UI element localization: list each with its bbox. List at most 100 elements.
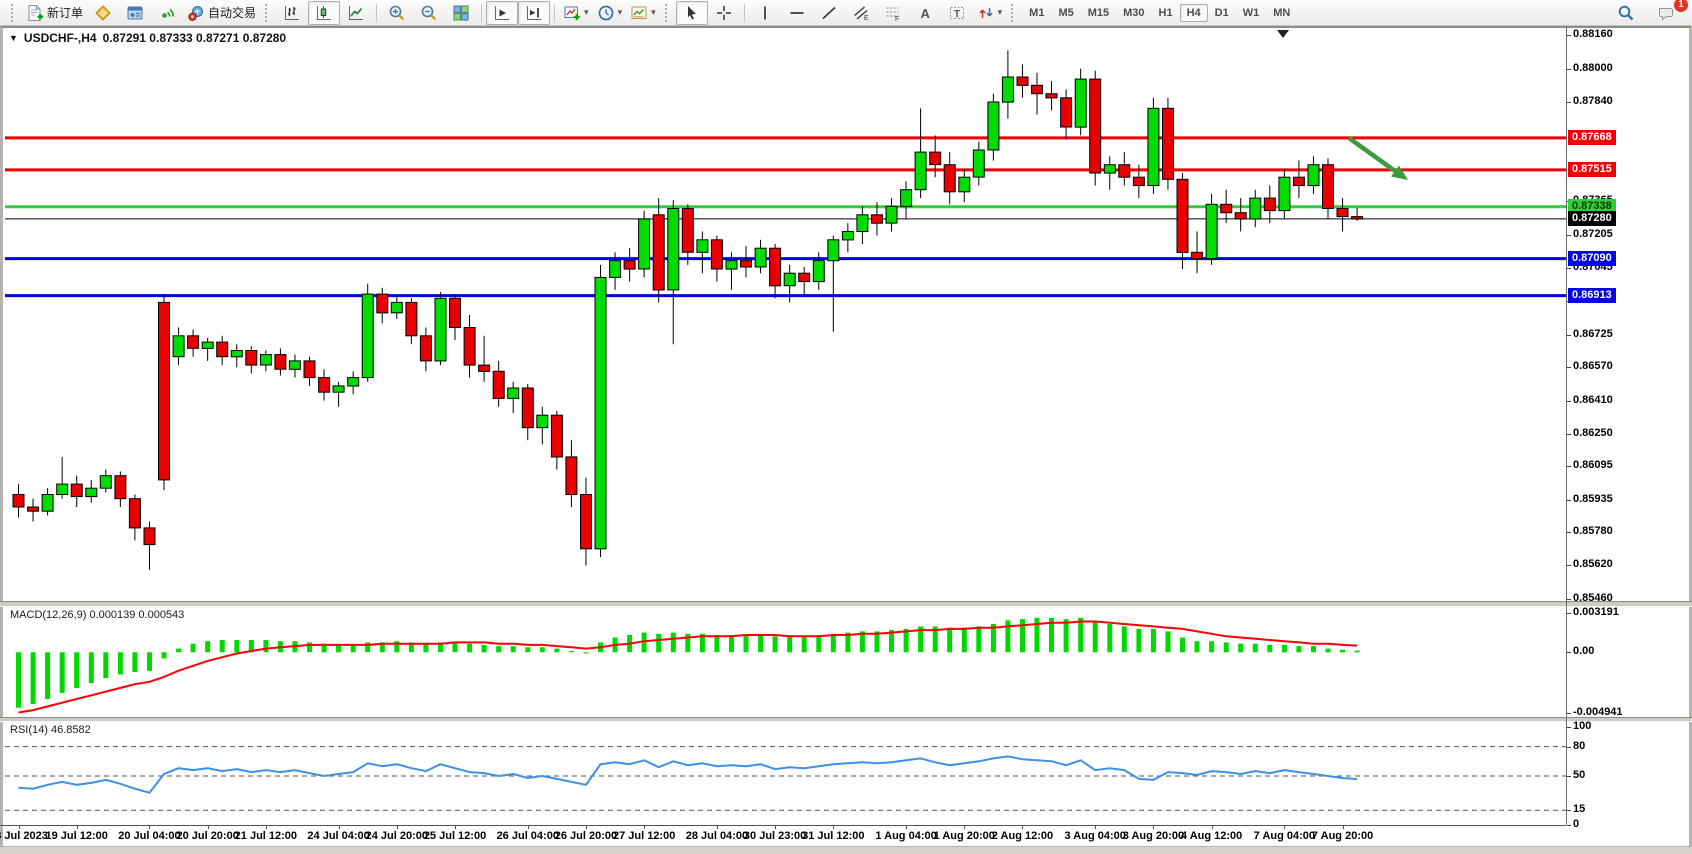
auto-scroll-button[interactable]: [486, 0, 519, 25]
time-axis-label: 2 Aug 12:00: [991, 830, 1054, 842]
equidistant-channel-button[interactable]: E: [845, 1, 877, 25]
axis-tick-mark: [1567, 565, 1571, 567]
axis-tick-mark: [1567, 400, 1571, 402]
text-label-button[interactable]: T: [941, 1, 973, 25]
axis-tick-mark: [1567, 367, 1571, 369]
data-window-button[interactable]: [119, 1, 151, 25]
new-order-button[interactable]: 新订单: [22, 1, 87, 25]
text-label-icon: T: [948, 4, 966, 22]
arrows-button[interactable]: ▾: [973, 1, 1007, 25]
svg-text:E: E: [864, 15, 869, 22]
crosshair-icon: [715, 4, 733, 22]
tile-windows-button[interactable]: [445, 1, 477, 25]
timeframe-button-h1[interactable]: H1: [1158, 6, 1173, 19]
time-axis-label: 3 Aug 04:00: [1064, 830, 1126, 842]
axis-tick-mark: [1567, 234, 1571, 236]
price-tick: 0.86570: [1573, 360, 1613, 373]
time-axis-line: [0, 825, 1566, 826]
time-axis-label: 4 Aug 12:00: [1180, 830, 1243, 842]
axis-tick-mark: [1567, 433, 1571, 435]
line-chart-button[interactable]: [340, 1, 372, 25]
arrows-icon: [977, 4, 995, 22]
zoom-out-button[interactable]: [413, 1, 445, 25]
bar-chart-icon: [283, 4, 301, 22]
time-tick-mark: [1153, 825, 1155, 829]
auto-scroll-icon: [493, 4, 511, 22]
time-axis-label: 1 Aug 04:00: [875, 830, 937, 842]
autotrading-label: 自动交易: [208, 6, 257, 20]
candlestick-chart-icon: [315, 4, 333, 22]
market-watch-button[interactable]: [87, 1, 119, 25]
time-tick-mark: [585, 825, 587, 829]
vertical-line-icon: [756, 4, 774, 22]
axis-tick-mark: [1567, 746, 1571, 748]
search-button[interactable]: [1610, 1, 1642, 25]
bar-chart-button[interactable]: [276, 1, 308, 25]
time-tick-mark: [207, 825, 209, 829]
timeframe-button-m1[interactable]: M1: [1029, 6, 1045, 19]
timeframe-button-m15[interactable]: M15: [1087, 6, 1110, 19]
macd-tick: 0.00: [1573, 645, 1595, 658]
templates-icon: [630, 4, 648, 22]
horizontal-line-button[interactable]: [781, 1, 813, 25]
timeframe-button-d1[interactable]: D1: [1214, 6, 1229, 19]
toolbar-separator: [554, 3, 556, 22]
time-tick-mark: [265, 825, 267, 829]
rsi-indicator-chart[interactable]: [5, 722, 1566, 825]
time-tick-mark: [149, 825, 151, 829]
new-order-label: 新订单: [47, 6, 84, 20]
text-button[interactable]: A: [909, 1, 941, 25]
time-tick-mark: [396, 825, 398, 829]
quote-expand-icon[interactable]: ▼: [9, 33, 18, 43]
price-level-label: 0.86913: [1568, 288, 1616, 304]
chart-shift-button[interactable]: [518, 0, 551, 25]
toolbar-grip[interactable]: [664, 3, 671, 22]
price-tick: 0.87840: [1573, 95, 1613, 108]
crosshair-button[interactable]: [708, 1, 740, 25]
trendline-button[interactable]: [813, 1, 845, 25]
signals-button[interactable]: [151, 1, 183, 25]
timeframe-button-m30[interactable]: M30: [1123, 6, 1145, 19]
candlestick-chart-button[interactable]: [308, 0, 341, 25]
toolbar-grip[interactable]: [11, 3, 17, 22]
cursor-button[interactable]: [675, 0, 708, 25]
macd-signal-line: [18, 620, 1358, 714]
cursor-icon: [683, 4, 701, 22]
timeframe-button-h4[interactable]: H4: [1179, 3, 1208, 22]
periods-caret-icon: ▾: [617, 7, 623, 17]
axis-tick-mark: [1567, 532, 1571, 534]
bid-price-label: 0.87280: [1568, 211, 1616, 227]
macd-indicator-chart[interactable]: [5, 607, 1566, 717]
vertical-line-button[interactable]: [749, 1, 781, 25]
indicators-button[interactable]: ▾: [559, 1, 593, 25]
time-axis-label: 26 Jul 04:00: [496, 830, 559, 842]
panel-splitter[interactable]: [0, 717, 1692, 722]
periods-button[interactable]: ▾: [593, 1, 627, 25]
autotrading-button[interactable]: 自动交易: [183, 1, 260, 25]
zoom-in-button[interactable]: [381, 1, 413, 25]
toolbar-separator: [376, 3, 378, 22]
chat-button[interactable]: 1: [1650, 0, 1688, 25]
macd-tick: -0.004941: [1573, 706, 1623, 719]
fibonacci-button[interactable]: F: [877, 1, 909, 25]
price-tick: 0.88000: [1573, 61, 1613, 74]
templates-button[interactable]: ▾: [626, 1, 660, 25]
main-price-chart[interactable]: [5, 30, 1566, 601]
trend-arrow-annotation[interactable]: [1347, 136, 1408, 180]
axis-tick-mark: [1567, 713, 1571, 715]
toolbar-grip[interactable]: [1011, 3, 1017, 22]
chart-shift-marker[interactable]: [1277, 30, 1289, 38]
price-axis[interactable]: 0.881600.880000.878400.873650.872050.870…: [1567, 28, 1691, 830]
price-tick: 0.88160: [1573, 28, 1613, 41]
panel-splitter[interactable]: [0, 601, 1692, 607]
timeframe-button-w1[interactable]: W1: [1242, 6, 1260, 19]
rsi-tick: 50: [1573, 769, 1586, 781]
timeframe-button-m5[interactable]: M5: [1058, 6, 1074, 19]
timeframe-button-mn[interactable]: MN: [1273, 6, 1291, 19]
toolbar-grip[interactable]: [265, 3, 271, 22]
new-order-icon: [26, 4, 44, 22]
price-level-label: 0.87515: [1568, 162, 1616, 178]
time-tick-mark: [1095, 825, 1097, 829]
time-axis-label: 7 Aug 20:00: [1311, 830, 1374, 842]
